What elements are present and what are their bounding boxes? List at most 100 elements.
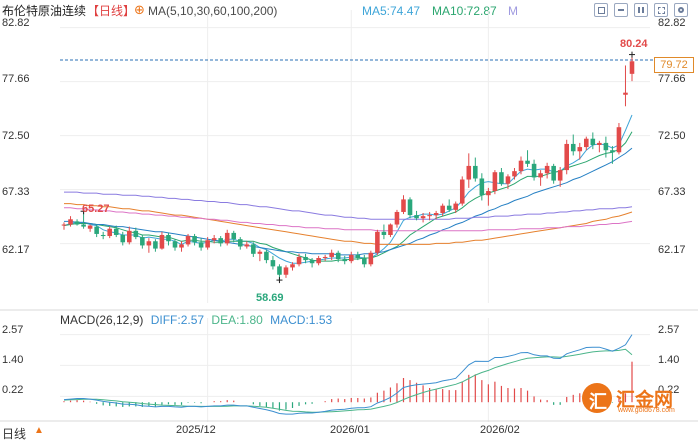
candle-body	[394, 211, 400, 225]
candle-body	[153, 241, 158, 249]
macd-legend: MACD(26,12,9) DIFF:2.57 DEA:1.80 MACD:1.…	[60, 313, 336, 327]
macd-hist-value: MACD:1.53	[270, 313, 333, 327]
candle-body	[584, 138, 589, 148]
macd-y-tick-right: 1.40	[658, 354, 680, 366]
candle-body	[492, 172, 498, 192]
y-tick-left: 67.33	[2, 186, 30, 198]
candle-body	[597, 142, 602, 145]
macd-y-tick-right: 0.22	[658, 384, 680, 396]
candle-body	[87, 225, 93, 229]
candle-body	[166, 234, 171, 242]
ma-legend-label: MA(5,10,30,60,100,200)	[148, 4, 278, 18]
macd-panel	[63, 334, 633, 415]
candlesticks	[61, 54, 635, 281]
ma-line-ma200	[64, 207, 633, 232]
candle-body	[140, 237, 145, 246]
candle-body	[603, 142, 609, 151]
ma10-value: MA10:72.87	[432, 4, 497, 18]
expand-icon[interactable]	[594, 3, 608, 17]
candle-body	[237, 239, 243, 247]
logo-char: 汇	[589, 392, 607, 412]
candle-body	[61, 224, 67, 226]
instrument-title: 布伦特原油连续	[2, 4, 87, 18]
candle-body	[505, 176, 511, 184]
last-price-tag: 79.72	[654, 57, 694, 73]
y-tick-right: 62.17	[658, 244, 686, 256]
candle-body	[557, 170, 563, 181]
ma-line-ma10	[63, 131, 633, 262]
candle-body	[192, 236, 197, 243]
brand-url: www.gold678.com	[618, 407, 675, 414]
y-tick-left: 62.17	[2, 244, 30, 256]
period-selector[interactable]: 【日线】	[87, 4, 136, 18]
candle-body	[433, 213, 439, 216]
candle-body	[518, 160, 524, 172]
candle-body	[466, 165, 472, 180]
macd-dea: DEA:1.80	[211, 313, 263, 327]
candle-body	[264, 251, 269, 261]
candle-body	[113, 228, 119, 235]
refresh-icon[interactable]: ⊕	[134, 2, 145, 17]
high-annotation: 80.24	[620, 38, 648, 50]
candle-body	[616, 127, 622, 153]
macd-y-tick-right: 2.57	[658, 324, 680, 336]
candle-body	[146, 241, 152, 246]
bottom-period-bar[interactable]: 日线 ▲	[0, 422, 60, 441]
candle-body	[623, 92, 628, 95]
ma-line-ma30	[64, 147, 633, 256]
candle-body	[525, 160, 530, 164]
brand-name: 汇金网	[616, 390, 674, 411]
candle-body	[270, 260, 276, 267]
candle-body	[211, 238, 217, 241]
candle-body	[388, 224, 393, 235]
candle-body	[107, 228, 112, 237]
candle-body	[81, 224, 86, 227]
candle-body	[231, 232, 237, 240]
candle-body	[479, 178, 485, 196]
shrink-icon[interactable]	[614, 3, 628, 17]
candle-body	[551, 165, 556, 181]
candle-body	[610, 150, 615, 153]
candle-body	[172, 241, 178, 248]
ma-line-ma60	[64, 191, 633, 220]
settings-icon[interactable]	[674, 3, 688, 17]
candle-body	[459, 179, 465, 204]
ma-line-ma5	[63, 114, 633, 264]
candle-body	[381, 231, 387, 235]
candle-body	[446, 205, 452, 210]
candle-body	[74, 221, 80, 225]
candle-body	[303, 256, 308, 261]
candle-body	[120, 234, 126, 243]
candle-body	[335, 252, 341, 260]
candle-body	[257, 251, 263, 254]
y-tick-left: 72.50	[2, 130, 30, 142]
candle-body	[362, 258, 367, 265]
candle-body	[244, 244, 250, 247]
candle-body	[342, 259, 348, 262]
swap-icon[interactable]	[634, 3, 648, 17]
candle-body	[512, 171, 517, 177]
caret-up-icon[interactable]: ▲	[34, 425, 44, 436]
candle-body	[322, 256, 328, 259]
fullscreen-icon[interactable]	[654, 3, 668, 17]
candle-body	[577, 147, 583, 152]
candle-body	[544, 165, 550, 174]
candle-body	[590, 138, 596, 145]
candle-body	[453, 203, 459, 210]
bottom-period-label[interactable]: 日线	[2, 427, 27, 441]
brand-logo-icon: 汇	[582, 383, 612, 413]
x-tick: 2026/02	[480, 424, 520, 436]
candle-body	[440, 205, 445, 214]
candle-body	[427, 215, 432, 217]
candle-body	[375, 231, 380, 253]
ma-line-ma100	[64, 203, 633, 245]
candle-body	[185, 236, 191, 245]
candle-body	[159, 234, 165, 249]
candle-body	[218, 238, 223, 244]
candle-body	[420, 216, 426, 219]
candle-body	[205, 240, 210, 248]
y-tick-right: 72.50	[658, 130, 686, 142]
dif-line	[63, 334, 633, 415]
